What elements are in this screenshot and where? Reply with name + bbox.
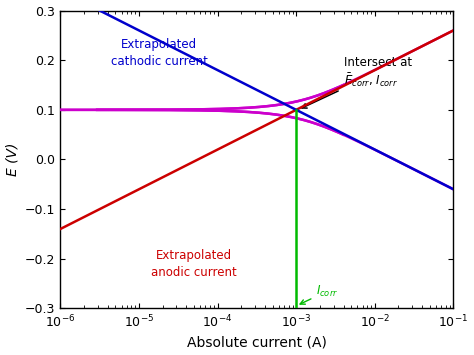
Text: Extrapolated
anodic current: Extrapolated anodic current — [151, 249, 237, 279]
X-axis label: Absolute current (A): Absolute current (A) — [187, 335, 327, 349]
Y-axis label: E (V): E (V) — [6, 143, 19, 176]
Text: Extrapolated
cathodic current: Extrapolated cathodic current — [110, 38, 208, 68]
Text: Intersect at
$\bar{E}_{corr}$, $I_{corr}$: Intersect at $\bar{E}_{corr}$, $I_{corr}… — [302, 56, 411, 108]
Text: $I_{corr}$: $I_{corr}$ — [300, 284, 338, 304]
